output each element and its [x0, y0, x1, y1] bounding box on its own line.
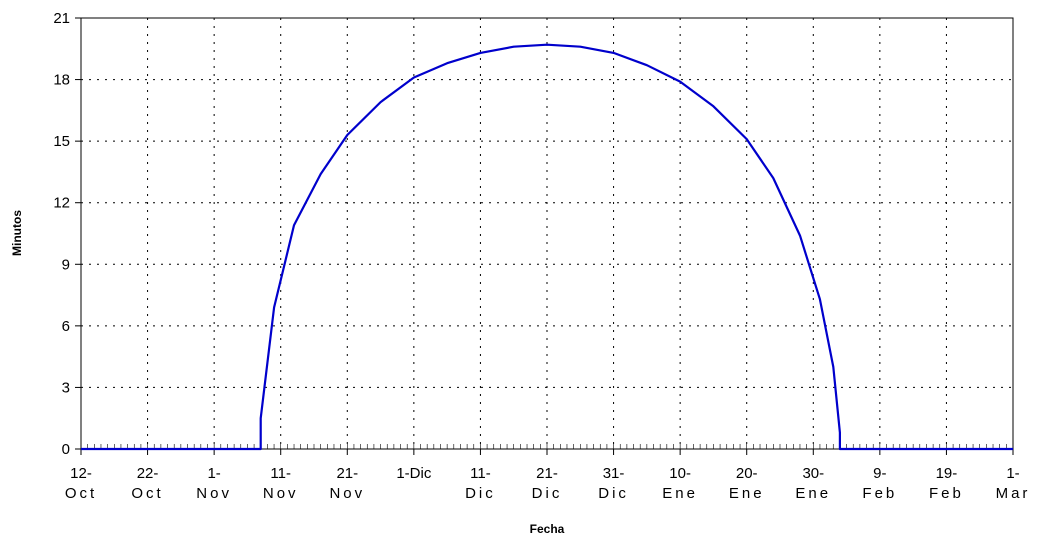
x-tick-label: Ene — [662, 485, 698, 502]
series — [81, 43, 1013, 451]
series-line — [81, 43, 1013, 451]
x-tick-label: Feb — [862, 485, 897, 502]
x-tick-label: 11- — [470, 465, 491, 482]
x-tick-label: 31- — [603, 465, 625, 482]
x-tick-label: 1-Dic — [396, 465, 432, 482]
x-tick-label: Feb — [929, 485, 964, 502]
x-tick-label: Mar — [996, 485, 1031, 502]
x-tick-label: Nov — [329, 485, 365, 502]
y-tick-label: 15 — [53, 133, 70, 150]
x-tick-label: 20- — [736, 465, 758, 482]
x-tick-label: 10- — [669, 465, 691, 482]
x-axis-title: Fecha — [530, 522, 565, 536]
x-tick-label: 1- — [1006, 465, 1019, 482]
grid — [81, 18, 1013, 449]
y-tick-label: 12 — [53, 195, 70, 212]
x-tick-label: Oct — [131, 485, 163, 502]
x-tick-label: Ene — [729, 485, 765, 502]
y-tick-label: 3 — [62, 379, 70, 396]
plot-area — [80, 17, 1014, 450]
x-tick-label: Nov — [196, 485, 232, 502]
y-tick-label: 9 — [62, 256, 70, 273]
x-tick-label: 30- — [802, 465, 824, 482]
x-tick-label: 21- — [536, 465, 558, 482]
x-tick-label: Dic — [532, 485, 563, 502]
y-axis-title: Minutos — [10, 210, 24, 256]
x-tick-label: 9- — [873, 465, 886, 482]
x-tick-label: Nov — [263, 485, 299, 502]
x-tick-label: Ene — [795, 485, 831, 502]
y-tick-label: 0 — [62, 441, 70, 458]
x-tick-label: 12- — [70, 465, 92, 482]
y-axis-ticks: 0 3 6 9 12 15 18 21 — [53, 10, 81, 458]
x-tick-label: 21- — [336, 465, 358, 482]
x-tick-label: 19- — [936, 465, 958, 482]
x-tick-label: 1- — [207, 465, 220, 482]
x-tick-label: 11- — [270, 465, 291, 482]
x-tick-label: 22- — [137, 465, 159, 482]
y-tick-label: 18 — [53, 72, 70, 89]
x-tick-label: Dic — [465, 485, 496, 502]
y-tick-label: 6 — [62, 318, 70, 335]
y-tick-label: 21 — [53, 10, 70, 27]
x-tick-label: Oct — [65, 485, 97, 502]
x-tick-label: Dic — [598, 485, 629, 502]
